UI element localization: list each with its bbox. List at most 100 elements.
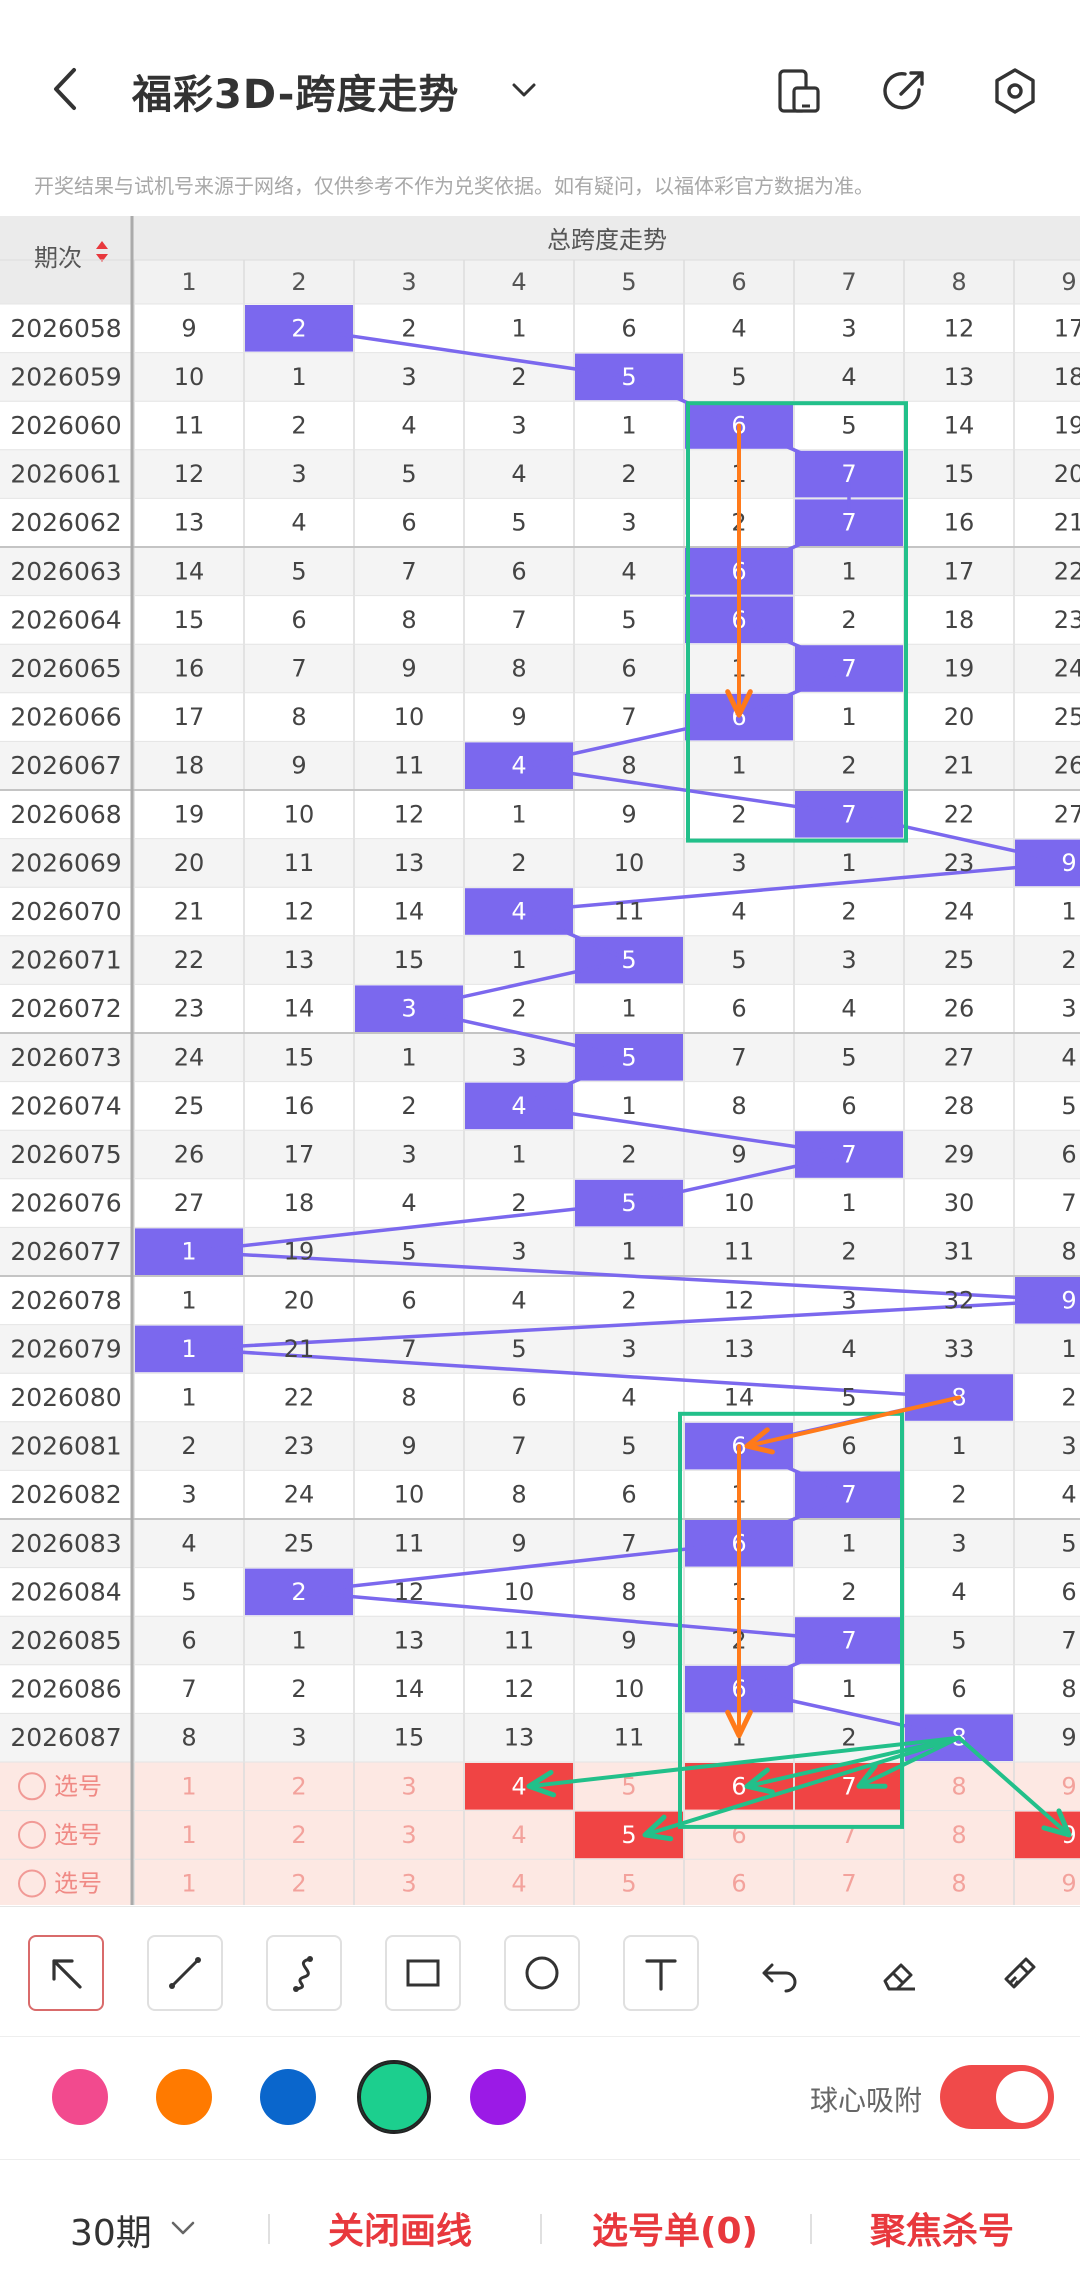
period-cell: 2026076 (10, 1189, 121, 1218)
select-label: 选号 (54, 1870, 102, 1898)
orange-arrow-head[interactable] (744, 1427, 775, 1455)
green-arrow[interactable] (527, 1735, 961, 1789)
color-swatch[interactable] (156, 2069, 212, 2125)
color-swatch[interactable] (260, 2069, 316, 2125)
miss-count: 4 (841, 995, 856, 1023)
hit-number: 2 (291, 1578, 306, 1606)
select-number: 8 (951, 1772, 966, 1800)
miss-count: 1 (1061, 1335, 1076, 1363)
green-rectangle[interactable] (678, 1411, 904, 1829)
miss-count: 29 (944, 1141, 975, 1169)
miss-count: 5 (1061, 1529, 1076, 1557)
chevron-down-icon[interactable] (170, 2218, 196, 2238)
miss-count: 3 (511, 412, 526, 440)
green-arrow-head[interactable] (642, 1814, 674, 1842)
miss-count: 12 (394, 1578, 425, 1606)
select-arrow-button[interactable] (28, 1935, 104, 2011)
hit-number: 7 (841, 509, 856, 537)
miss-count: 6 (621, 655, 636, 683)
column-header-cell (574, 260, 684, 304)
device-switch-icon[interactable] (774, 66, 824, 116)
orange-arrow[interactable] (745, 1395, 961, 1449)
orange-arrow-head[interactable] (725, 1709, 753, 1739)
green-arrow[interactable] (857, 1735, 961, 1789)
miss-count: 26 (944, 995, 975, 1023)
select-number: 8 (951, 1870, 966, 1898)
miss-count: 21 (174, 898, 205, 926)
green-arrow-head[interactable] (526, 1769, 557, 1798)
clear-brush-icon (1004, 1957, 1036, 1989)
miss-count: 10 (614, 849, 645, 877)
color-swatch[interactable] (470, 2069, 526, 2125)
sort-up-icon[interactable] (96, 241, 108, 249)
table-row (0, 1130, 1080, 1179)
page-title[interactable]: 福彩3D-跨度走势 (132, 72, 460, 118)
miss-count: 19 (1054, 412, 1080, 440)
select-radio[interactable] (18, 1820, 46, 1849)
miss-count: 1 (841, 1529, 856, 1557)
share-icon[interactable] (879, 66, 929, 116)
line-tool-button[interactable] (147, 1935, 223, 2011)
focus-kill-button[interactable]: 聚焦杀号 (870, 2211, 1015, 2252)
green-arrow-head[interactable] (856, 1763, 888, 1789)
orange-arrow-head[interactable] (725, 689, 753, 718)
selected-number-cell[interactable] (465, 1763, 573, 1810)
period-cell: 2026067 (10, 751, 121, 780)
green-arrow-head[interactable] (1041, 1808, 1072, 1838)
rectangle-tool-icon (406, 1959, 440, 1987)
green-arrow[interactable] (957, 1735, 1071, 1837)
miss-count: 5 (1061, 1092, 1076, 1120)
chevron-down-icon[interactable] (508, 74, 540, 106)
miss-count: 12 (944, 314, 975, 342)
settings-icon[interactable] (990, 66, 1040, 116)
miss-count: 27 (944, 1043, 975, 1071)
miss-count: 18 (944, 606, 975, 634)
magnet-toggle[interactable] (940, 2065, 1054, 2129)
curve-tool-button[interactable] (266, 1935, 342, 2011)
period-cell: 2026066 (10, 703, 121, 732)
miss-count: 11 (394, 752, 425, 780)
column-header: 7 (841, 268, 856, 296)
rectangle-tool-button[interactable] (385, 1935, 461, 2011)
period-cell: 2026065 (10, 654, 121, 683)
text-tool-button[interactable] (623, 1935, 699, 2011)
circle-tool-button[interactable] (504, 1935, 580, 2011)
select-radio[interactable] (18, 1772, 46, 1801)
table-row (0, 1519, 1080, 1568)
undo-button[interactable] (742, 1935, 818, 2011)
hit-cell[interactable] (245, 305, 353, 352)
clear-brush-button[interactable] (980, 1935, 1056, 2011)
miss-count: 4 (731, 898, 746, 926)
color-swatch[interactable] (52, 2069, 108, 2125)
miss-count: 1 (511, 314, 526, 342)
color-swatch[interactable] (357, 2060, 431, 2134)
green-arrow-head[interactable] (744, 1767, 775, 1795)
back-arrow-icon[interactable] (42, 64, 92, 114)
selection-list-button[interactable]: 选号单(0) (592, 2211, 758, 2252)
miss-count: 21 (944, 752, 975, 780)
miss-count: 1 (951, 1432, 966, 1460)
miss-count: 3 (1061, 1432, 1076, 1460)
close-lines-button[interactable]: 关闭画线 (328, 2211, 473, 2252)
selected-number-cell[interactable] (685, 1763, 793, 1810)
column-header: 8 (951, 268, 966, 296)
table-row (0, 547, 1080, 596)
green-rectangle[interactable] (686, 401, 908, 843)
eraser-button[interactable] (861, 1935, 937, 2011)
select-number: 3 (401, 1870, 416, 1898)
miss-count: 4 (1061, 1043, 1076, 1071)
miss-count: 13 (944, 363, 975, 391)
select-radio[interactable] (18, 1869, 46, 1898)
select-number: 5 (621, 1772, 636, 1800)
miss-count: 28 (944, 1092, 975, 1120)
period-selector[interactable]: 30期 (70, 2213, 152, 2254)
green-arrow[interactable] (643, 1735, 961, 1837)
hit-number: 5 (621, 363, 636, 391)
miss-count: 17 (944, 557, 975, 585)
table-row (0, 1470, 1080, 1519)
sort-down-icon[interactable] (96, 254, 108, 262)
green-arrow[interactable] (745, 1735, 961, 1789)
miss-count: 12 (394, 800, 425, 828)
miss-count: 23 (944, 849, 975, 877)
